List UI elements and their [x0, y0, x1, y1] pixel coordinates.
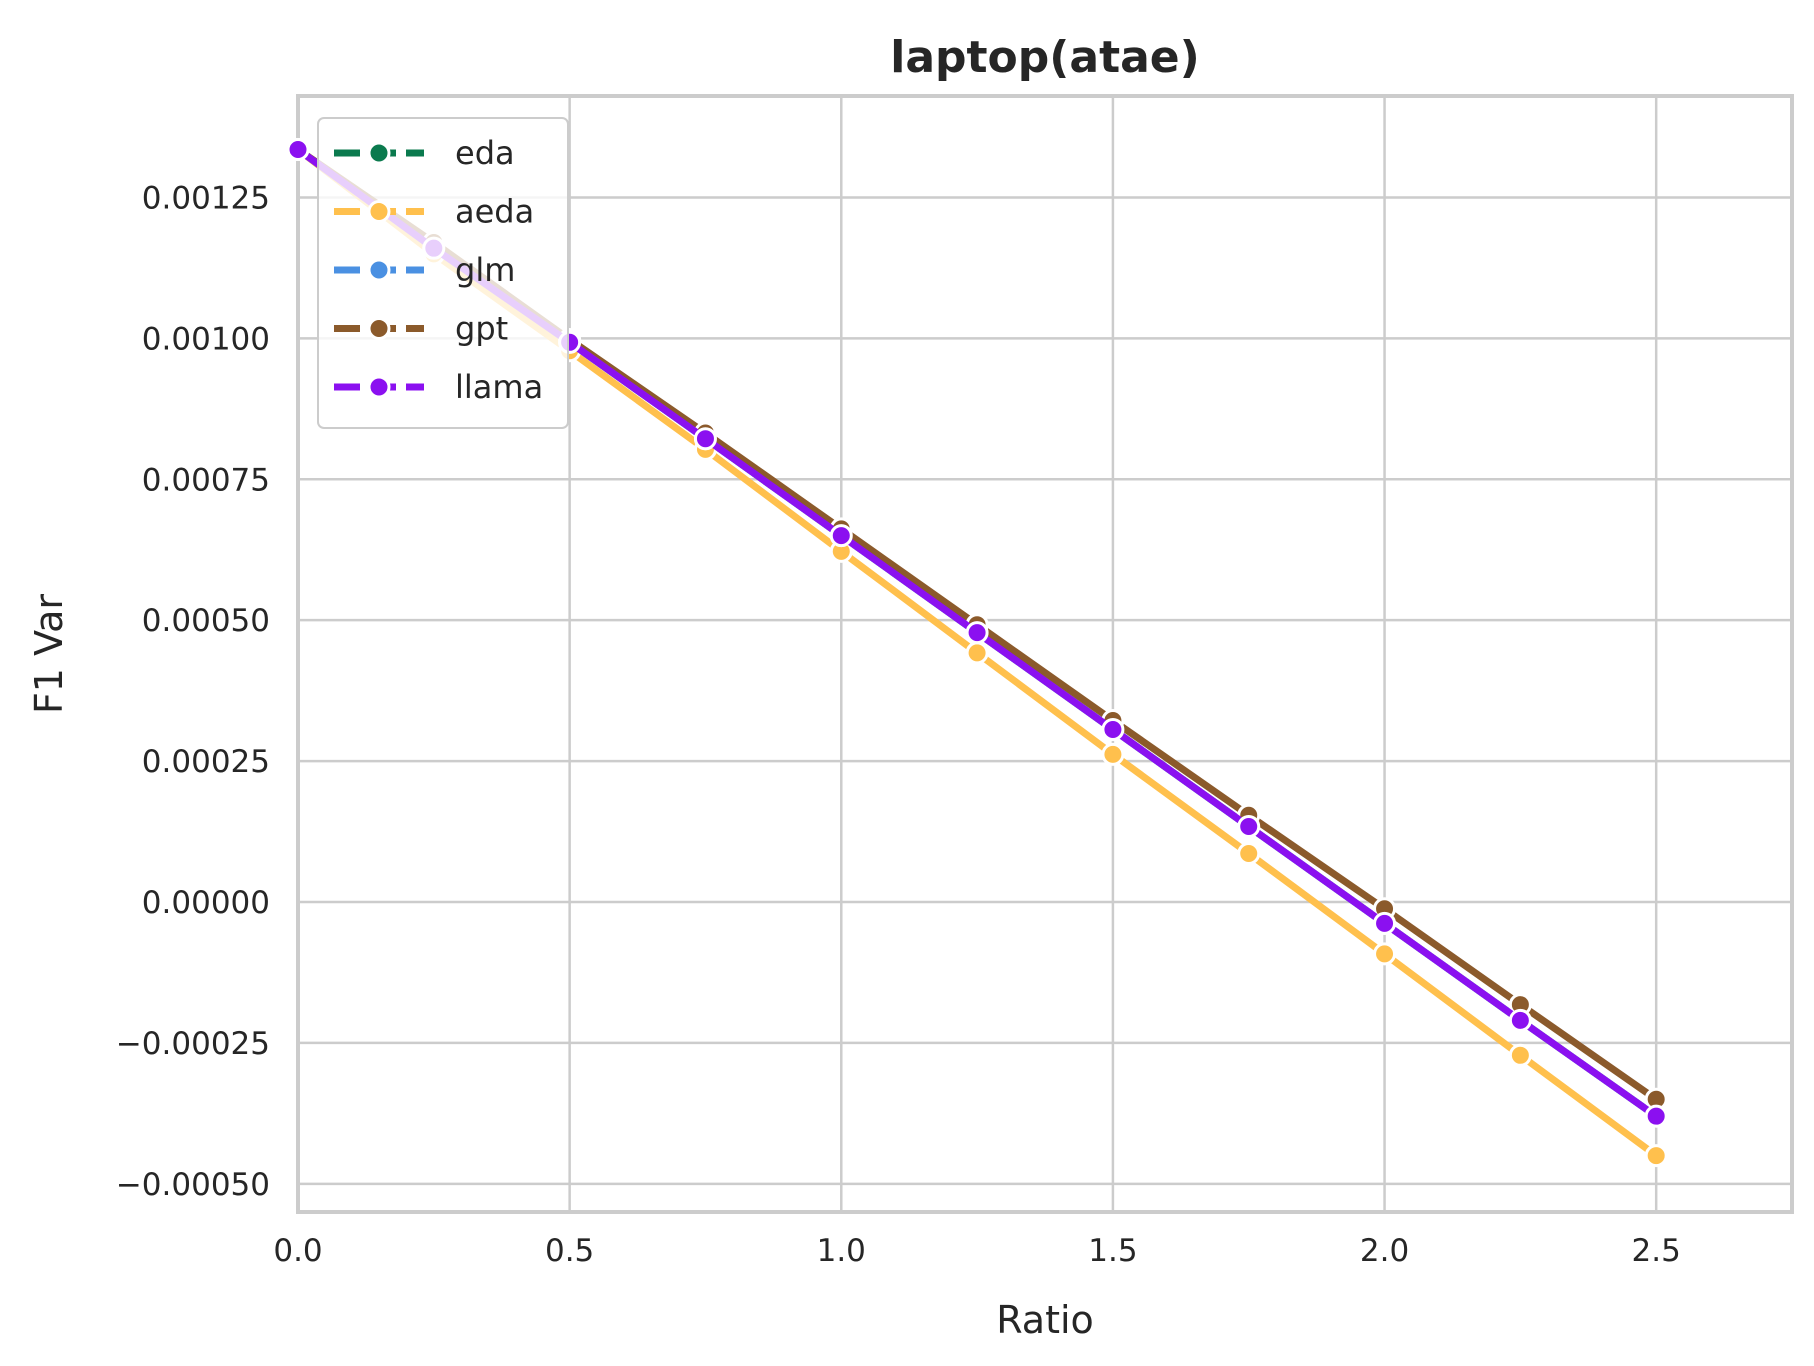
x-tick-labels: 0.0 0.5 1.0 1.5 2.0 2.5	[273, 1233, 1680, 1269]
plot-frame	[296, 94, 1794, 1214]
x-tick-label: 2.0	[1360, 1233, 1409, 1269]
y-tick-label: 0.00025	[142, 744, 270, 780]
x-tick-label: 0.0	[273, 1233, 322, 1269]
legend-item-llama: llama	[334, 368, 543, 406]
legend-label: glm	[455, 251, 515, 289]
data-point-aeda	[965, 641, 989, 665]
data-point-llama	[693, 427, 717, 451]
legend-item-gpt: gpt	[334, 310, 508, 348]
data-point-aeda	[1237, 842, 1261, 866]
legend-swatch-marker	[367, 200, 391, 223]
data-point-aeda	[1101, 742, 1125, 766]
y-tick-label: −0.00025	[116, 1026, 270, 1062]
data-point-llama	[1508, 1008, 1532, 1032]
chart-title: laptop(atae)	[890, 32, 1200, 83]
y-tick-label: −0.00050	[116, 1167, 270, 1203]
legend-item-glm: glm	[334, 251, 515, 289]
legend-label: gpt	[455, 310, 508, 348]
legend-label: llama	[455, 368, 543, 406]
data-point-llama	[1237, 814, 1261, 838]
legend-swatch-marker	[367, 258, 391, 282]
x-tick-label: 2.5	[1632, 1233, 1681, 1269]
legend-swatch-marker	[367, 375, 391, 399]
y-tick-labels: −0.00050 −0.00025 0.00000 0.00025 0.00050 0.0…	[116, 180, 270, 1202]
y-tick-label: 0.00075	[142, 462, 270, 498]
data-point-llama	[965, 621, 989, 645]
legend-box	[317, 117, 569, 429]
legend-swatch-marker	[367, 141, 391, 165]
legend-item-aeda: aeda	[334, 193, 534, 231]
data-point-aeda	[1373, 942, 1397, 966]
x-tick-label: 1.0	[817, 1233, 866, 1269]
data-point-llama	[1101, 718, 1125, 742]
x-tick-label: 0.5	[545, 1233, 594, 1269]
data-point-llama	[1644, 1104, 1668, 1128]
y-tick-label: 0.00100	[142, 321, 270, 357]
y-tick-label: 0.00125	[142, 180, 270, 216]
data-point-aeda	[1644, 1144, 1668, 1168]
data-point-aeda	[1508, 1043, 1532, 1067]
data-point-llama	[1373, 911, 1397, 935]
data-point-llama	[829, 524, 853, 548]
y-axis-label: F1 Var	[27, 594, 71, 714]
x-axis-label: Ratio	[996, 1298, 1094, 1342]
legend-label: aeda	[455, 193, 534, 231]
legend-label: eda	[455, 134, 515, 172]
y-tick-label: 0.00000	[142, 885, 270, 921]
legend: eda aeda glm gpt llama	[317, 117, 569, 429]
legend-swatch-marker	[367, 317, 391, 340]
x-tick-label: 1.5	[1088, 1233, 1137, 1269]
y-tick-label: 0.00050	[142, 603, 270, 639]
legend-item-eda: eda	[334, 134, 515, 172]
data-point-llama	[286, 138, 310, 162]
